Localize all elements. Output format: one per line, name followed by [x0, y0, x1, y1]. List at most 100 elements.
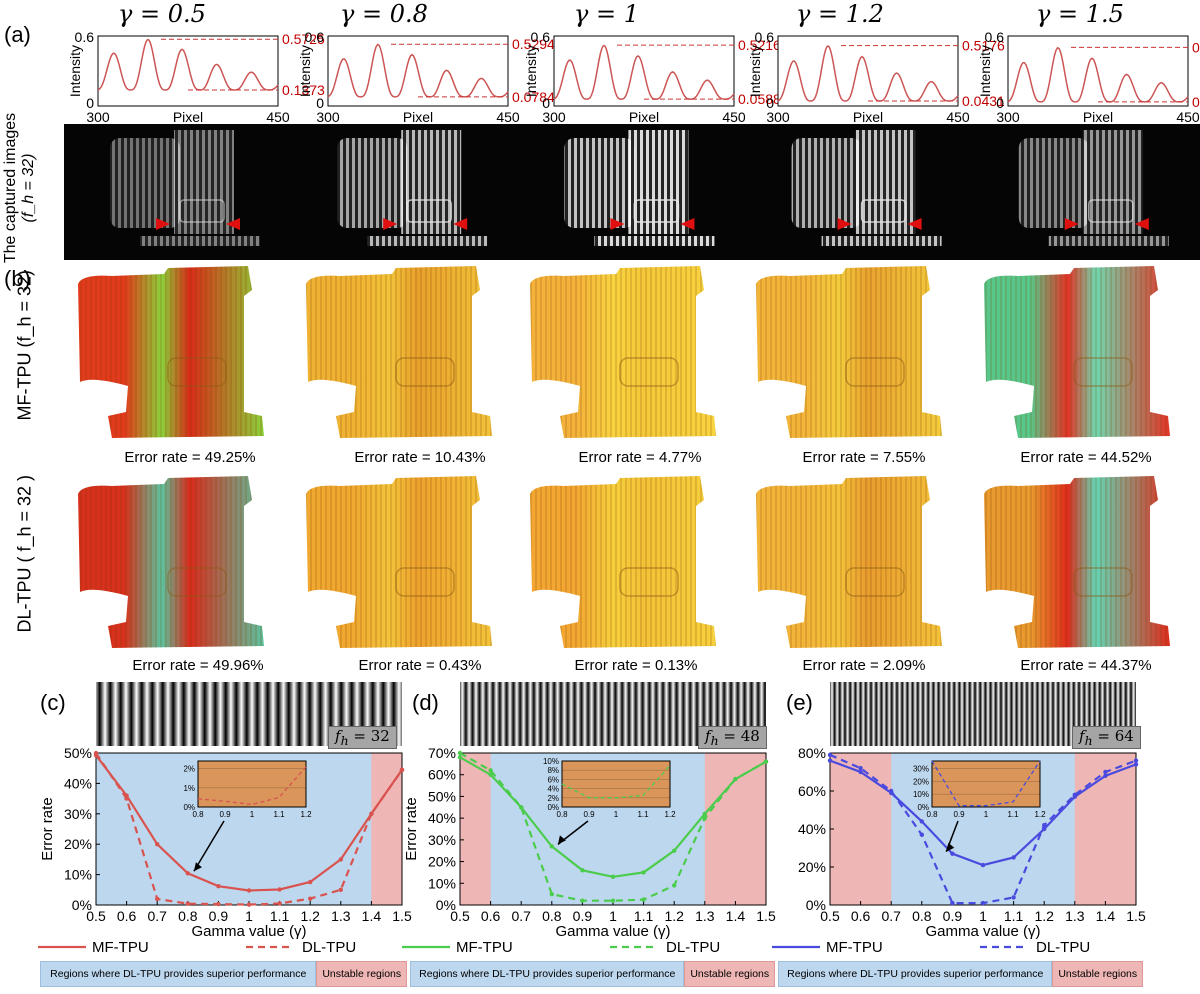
intensity-min-value: 0.0588 [738, 91, 781, 107]
intensity-ylabel: Intensity [297, 45, 313, 97]
x-tick-label: 1.5 [392, 908, 412, 924]
intensity-xtick-left: 300 [86, 109, 110, 122]
x-tick-label: 1.1 [1004, 908, 1024, 924]
captured-base [1048, 236, 1169, 246]
legend-superior-e: Regions where DL-TPU provides superior p… [778, 961, 1053, 987]
data-point [549, 844, 554, 849]
y-tick-label: 60% [428, 767, 456, 783]
gamma-title-2: γ = 0.8 [340, 0, 428, 28]
x-tick-label: 1.2 [664, 908, 684, 924]
dl-error-rate-1: Error rate = 49.96% [132, 657, 264, 674]
inset-y-tick: 10% [543, 757, 559, 766]
x-tick-label: 1.4 [1096, 908, 1116, 924]
data-point [858, 769, 863, 775]
captured-left-body [1018, 138, 1089, 228]
red-arrow-right [610, 218, 625, 230]
intensity-ytick-top: 0.6 [531, 29, 551, 45]
data-point [338, 887, 343, 892]
unstable-region [704, 753, 766, 905]
intensity-xtick-right: 450 [722, 109, 746, 122]
point-cloud-emboss [1073, 357, 1133, 387]
legend-superior-d: Regions where DL-TPU provides superior p… [410, 961, 685, 987]
x-tick-label: 0.6 [851, 908, 871, 924]
y-tick-label: 0% [436, 897, 456, 913]
gamma-title-3: γ = 1 [574, 0, 639, 28]
legend-mf-label: MF-TPU [826, 939, 883, 956]
data-point [919, 832, 924, 837]
intensity-xtick-left: 300 [316, 109, 340, 122]
intensity-xtick-left: 300 [766, 109, 790, 122]
point-cloud-texture [984, 266, 1170, 438]
y-tick-label: 20% [798, 859, 826, 875]
point-cloud-texture [78, 476, 264, 648]
x-tick-label: 1 [979, 908, 987, 924]
x-tick-label: 0.7 [511, 908, 531, 924]
data-point [308, 896, 313, 901]
red-arrow-left [680, 218, 695, 230]
point-cloud-texture [984, 476, 1170, 648]
data-point [919, 819, 924, 824]
inset-y-tick: 20% [913, 777, 929, 786]
legend-unstable-c: Unstable regions [316, 961, 407, 987]
point-cloud-emboss [619, 357, 679, 387]
data-point [827, 752, 833, 758]
intensity-xtick-right: 450 [266, 109, 290, 122]
point-cloud-texture [306, 476, 492, 648]
mf-error-rate-1: Error rate = 49.25% [124, 449, 256, 466]
panel-label-d: (d) [412, 690, 439, 715]
intensity-min-value: 0.0784 [512, 89, 555, 105]
captured-image-1 [110, 130, 260, 246]
legend-mf-label: MF-TPU [456, 939, 513, 956]
legend-dl-label: DL-TPU [666, 939, 720, 956]
unstable-region [830, 753, 892, 905]
panel-label-c: (c) [40, 690, 66, 715]
intensity-min-value: 0.1373 [282, 82, 325, 98]
data-point [610, 898, 616, 903]
inset-x-tick: 0.9 [953, 810, 965, 819]
intensity-xlabel: Pixel [1083, 109, 1113, 122]
inset-x-tick: 1.2 [1034, 810, 1046, 819]
captured-emboss [406, 199, 452, 223]
captured-side-label: The captured images (f_h = 32) [2, 108, 38, 268]
captured-image-3 [564, 130, 715, 246]
point-cloud-texture [78, 266, 264, 438]
inset-x-tick: 0.8 [556, 810, 568, 819]
y-tick-label: 70% [428, 748, 456, 761]
legend-unstable-d: Unstable regions [684, 961, 775, 987]
intensity-max-value: 0.5294 [512, 36, 555, 52]
data-point [338, 857, 343, 862]
data-point [369, 811, 374, 816]
panel-label-e: (e) [786, 690, 813, 715]
inset-series-line [561, 765, 671, 799]
captured-base [367, 236, 488, 246]
data-point [399, 767, 405, 773]
x-tick-label: 0.8 [912, 908, 932, 924]
x-tick-label: 1.1 [634, 908, 654, 924]
data-point [457, 750, 463, 756]
x-tick-label: 1.1 [270, 908, 290, 924]
mf-error-rate-5: Error rate = 44.52% [1020, 449, 1152, 466]
x-tick-label: 1 [609, 908, 617, 924]
intensity-ytick-bottom: 0 [316, 95, 324, 111]
captured-images-strip [64, 124, 1200, 260]
inset-frame [197, 760, 307, 808]
data-point [702, 815, 707, 821]
x-tick-label: 1.5 [1126, 908, 1146, 924]
x-axis-label: Gamma value (γ) [925, 923, 1040, 940]
x-tick-label: 1.4 [726, 908, 746, 924]
chart-e: 0% 20% 40% 60% 80% 0.5 0.6 0.7 0.8 0.9 1 1.1 1.2 1.3 1… [772, 748, 1146, 956]
fh-value-e: = 64 [1097, 727, 1134, 745]
inset-chart: 0% 10% 20% 30% 0.8 0.9 1 1.1 1.2 [913, 760, 1046, 819]
unstable-region [460, 753, 491, 905]
intensity-max-value: 0.5216 [738, 37, 781, 53]
legend-dl-label: DL-TPU [302, 939, 356, 956]
x-tick-label: 1.2 [300, 908, 320, 924]
intensity-curve [327, 43, 509, 98]
point-cloud-emboss [395, 357, 455, 387]
red-arrow-left [1134, 218, 1149, 230]
captured-left-body [791, 138, 862, 228]
y-tick-label: 50% [428, 788, 456, 804]
intensity-xtick-right: 450 [1176, 109, 1200, 122]
intensity-ytick-bottom: 0 [766, 95, 774, 111]
